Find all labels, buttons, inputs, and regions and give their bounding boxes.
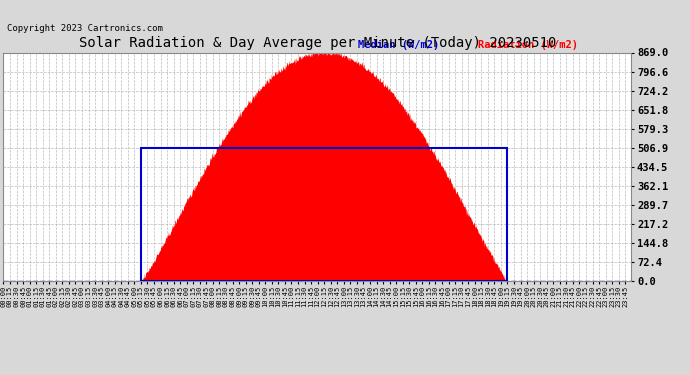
Text: Median (W/m2): Median (W/m2) [358, 40, 440, 50]
Bar [141, 148, 507, 281]
Title: Solar Radiation & Day Average per Minute (Today) 20230510: Solar Radiation & Day Average per Minute… [79, 36, 556, 50]
Text: Copyright 2023 Cartronics.com: Copyright 2023 Cartronics.com [7, 24, 163, 33]
Text: Radiation (W/m2): Radiation (W/m2) [477, 40, 578, 50]
